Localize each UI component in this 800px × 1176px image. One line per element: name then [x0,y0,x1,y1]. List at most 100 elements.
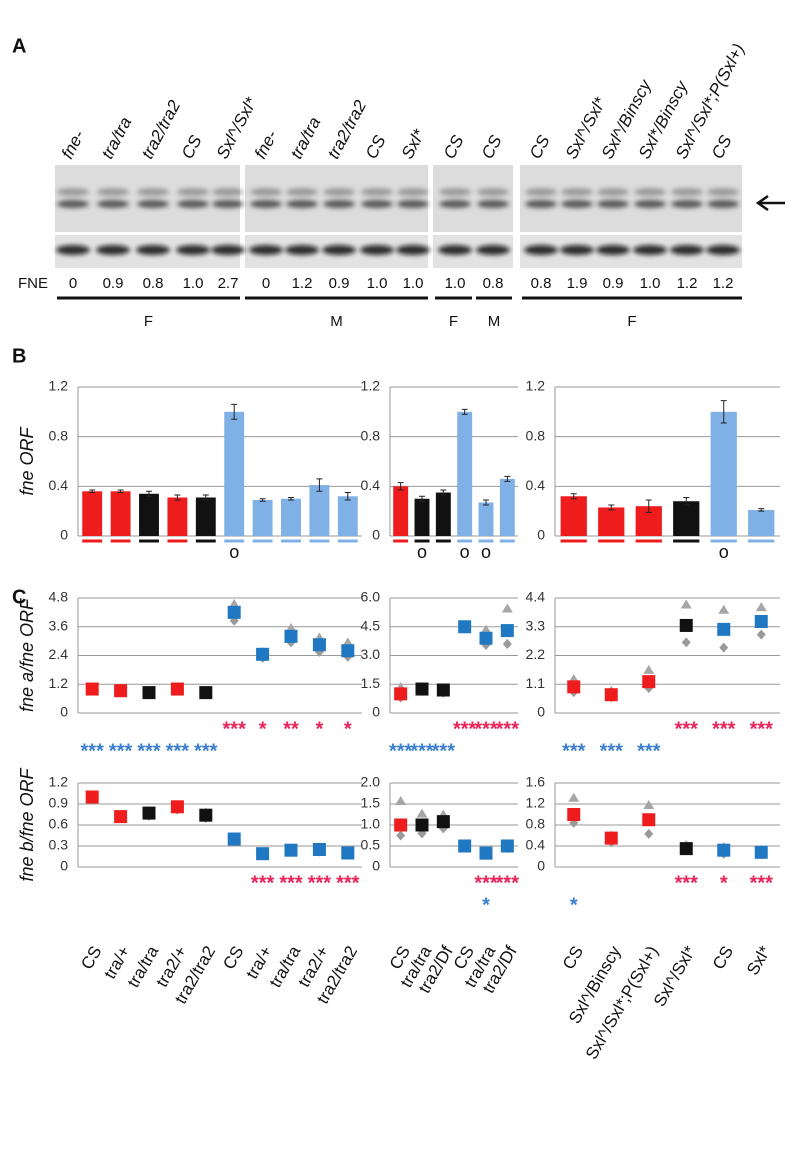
blot-band [286,200,318,208]
y-tick-label: 0 [60,527,68,543]
replicate-triangle [568,792,580,802]
significance: *** [675,872,699,894]
significance: *** [194,740,218,762]
y-tick-label: 0 [537,858,545,874]
error-bar [117,489,124,494]
replicate-triangle [501,603,513,613]
mean-square [142,806,156,820]
bar [414,498,430,536]
y-tick-label: 1.2 [49,378,69,394]
y-tick-label: 0.5 [361,837,381,853]
error-bar [683,497,690,506]
fne-value: 1.0 [183,275,204,292]
replicate-diamond [681,637,691,648]
replicate-triangle [228,598,240,608]
x-tick-label: Sxl* [743,942,775,978]
y-tick-label: 0 [537,704,545,720]
blot-band [597,188,629,196]
blot-band [396,245,430,255]
y-tick-label: 0.9 [49,795,69,811]
blot-upper [245,165,428,232]
mean-square [142,686,156,700]
y-tick-label: 1.2 [49,774,69,790]
bar [309,485,330,536]
mean-square [284,629,298,643]
error-bar [645,499,652,513]
blot-band [361,188,393,196]
blot-band [360,245,394,255]
significance: *** [137,740,161,762]
replicate-triangle [755,602,767,612]
mean-square [85,682,99,696]
blot-band [97,200,129,208]
error-bar [758,508,765,512]
x-tick-label: CS [709,943,737,973]
mean-square [114,810,128,824]
mean-square [256,647,270,661]
bar [139,493,159,536]
replicate-triangle [416,808,428,818]
significance: *** [251,872,275,894]
significance: *** [432,740,456,762]
blot-band [706,245,740,255]
mean-square [717,622,731,636]
blot-band [97,188,129,196]
error-bar [608,504,615,511]
y-tick-label: 0 [60,858,68,874]
blot-band [525,200,557,208]
significance: *** [279,872,303,894]
blot-band [323,200,355,208]
panel-label: C [12,586,26,608]
blot-band [57,200,89,208]
mean-square [436,683,450,697]
y-tick-label: 1.5 [361,795,381,811]
mean-square [567,808,581,821]
error-bar [259,498,266,502]
bar [110,491,131,536]
mean-square [170,682,184,696]
y-tick-label: 0.8 [526,427,546,443]
replicate-triangle [643,800,655,810]
mean-square [604,831,618,845]
y-axis-label: fne ORF [17,426,37,495]
y-tick-label: 1.2 [49,675,69,691]
replicate-diamond [756,629,766,640]
error-bar [146,490,152,497]
fne-value: 1.2 [677,275,698,292]
blot-band [439,200,471,208]
bar [167,497,188,536]
mean-square [341,644,355,658]
replicate-triangle [718,604,730,614]
y-tick-label: 6.0 [361,589,381,605]
bar [435,492,451,536]
y-tick-label: 3.3 [526,617,546,633]
y-tick-label: 1.0 [361,816,381,832]
y-tick-label: 1.1 [526,675,546,691]
x-tick-label: CS [219,943,247,973]
blot-upper [55,165,240,232]
significance: * [316,718,324,740]
blot-band [671,188,703,196]
fne-value: 0.9 [103,275,124,292]
mean-square [227,605,241,619]
mean-square [394,818,408,832]
mean-square [114,684,128,698]
significance: *** [453,718,477,740]
y-tick-label: 0.4 [361,477,381,493]
blot-band [397,188,429,196]
mean-square [341,846,355,860]
error-bar [720,400,727,424]
mean-square [567,680,581,694]
blot-band [56,245,90,255]
fne-value: 2.7 [218,275,239,292]
y-tick-label: 2.4 [49,646,69,662]
sex-label: M [330,313,343,330]
lane-label: CS [708,132,736,162]
significance: *** [474,872,498,894]
y-tick-label: 1.2 [526,378,546,394]
y-tick-label: 0.6 [49,816,69,832]
blot-band [57,188,89,196]
y-tick-label: 0.8 [49,427,69,443]
mean-square [458,620,472,634]
sex-label: F [449,313,458,330]
